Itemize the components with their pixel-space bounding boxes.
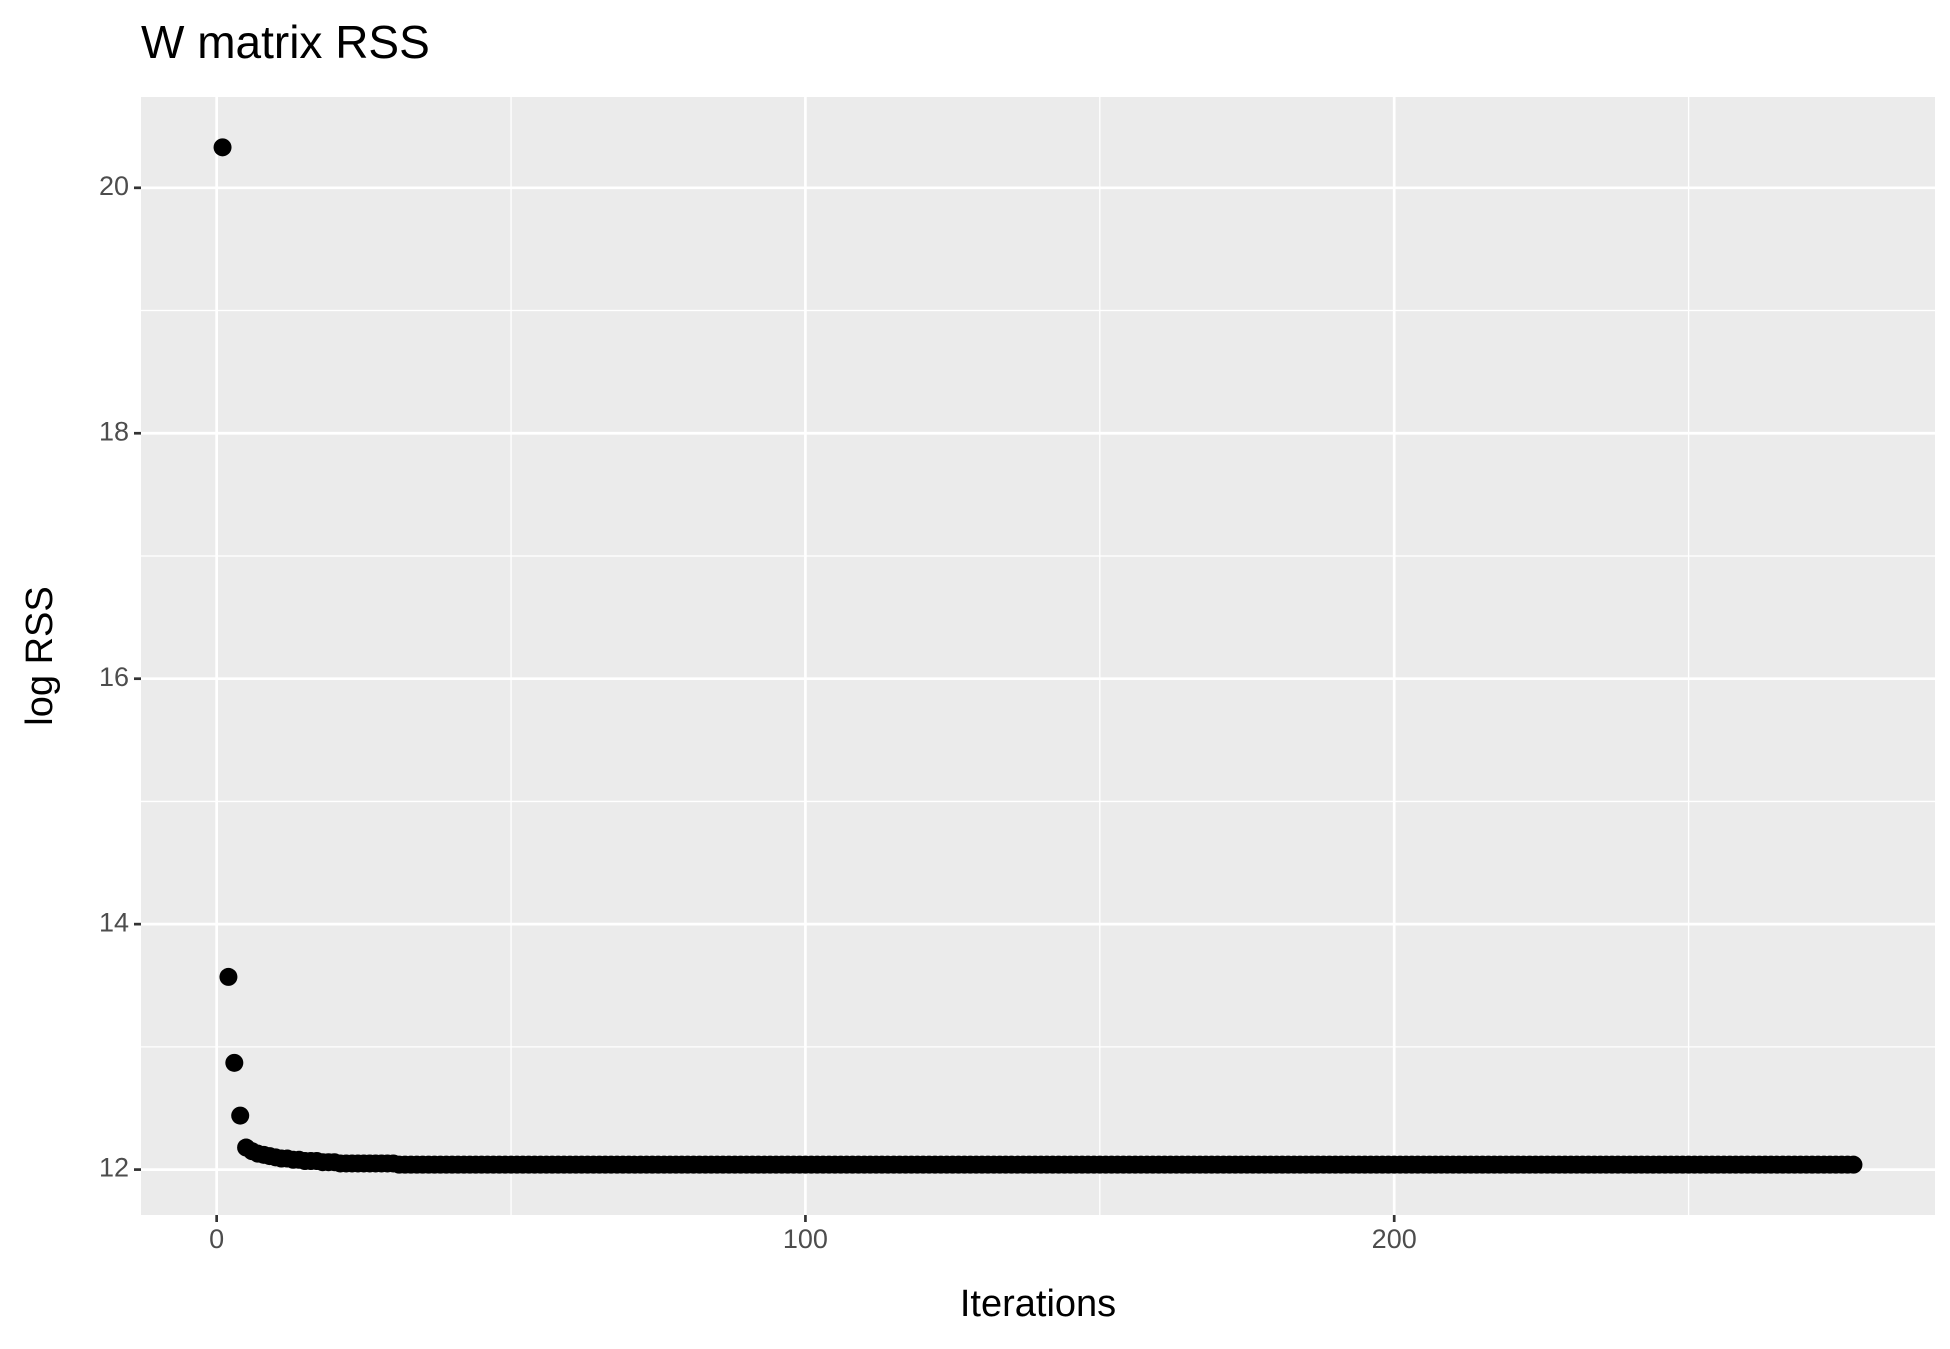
plot-panel bbox=[141, 97, 1935, 1215]
x-tick-label: 0 bbox=[209, 1224, 224, 1254]
point bbox=[219, 967, 238, 986]
point bbox=[213, 138, 232, 157]
y-axis-label: log RSS bbox=[19, 586, 61, 725]
point bbox=[231, 1106, 250, 1125]
point bbox=[1844, 1155, 1863, 1174]
y-tick-label: 12 bbox=[99, 1153, 129, 1183]
x-tick-label: 200 bbox=[1372, 1224, 1417, 1254]
y-tick-label: 14 bbox=[99, 907, 129, 937]
y-tick-label: 20 bbox=[99, 171, 129, 201]
y-tick-label: 18 bbox=[99, 416, 129, 446]
x-tick-label: 100 bbox=[783, 1224, 828, 1254]
x-axis-label: Iterations bbox=[960, 1283, 1116, 1325]
point bbox=[225, 1053, 244, 1072]
chart-title: W matrix RSS bbox=[141, 16, 430, 68]
y-tick-label: 16 bbox=[99, 662, 129, 692]
